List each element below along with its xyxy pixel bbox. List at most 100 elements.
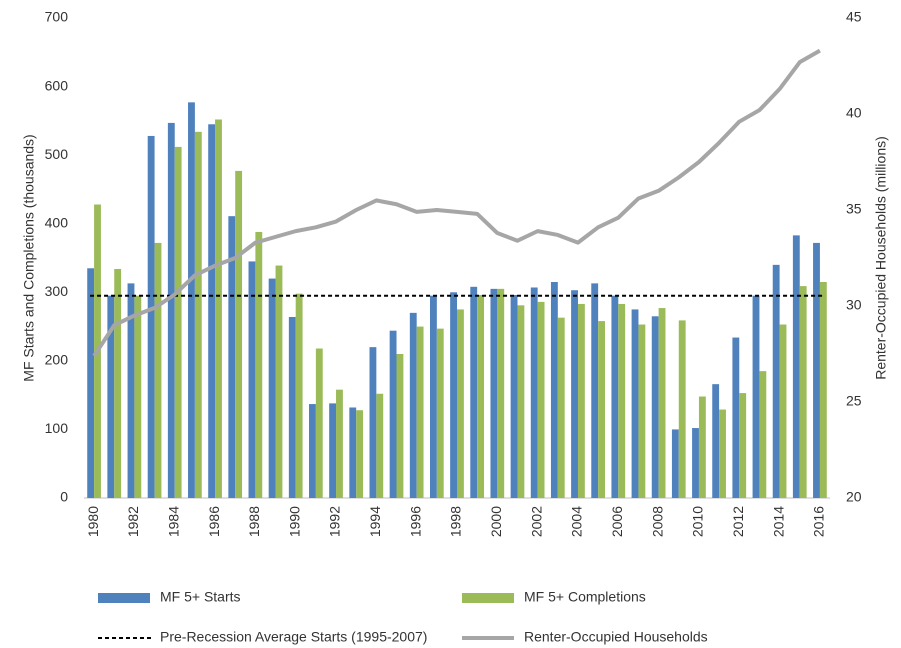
bar [772,264,780,498]
bar [618,303,626,498]
bar [288,316,296,498]
bar [792,235,800,498]
bar [759,371,767,498]
legend-swatch [98,593,150,603]
bar [530,287,538,498]
bar [550,282,558,498]
bar [309,404,316,498]
bar [799,286,807,498]
y2-tick-label: 20 [846,489,862,505]
bar [134,295,142,498]
bar [107,295,115,498]
legend-swatch [462,593,514,603]
x-tick-label: 1980 [85,506,101,537]
bar [215,119,222,498]
bar [671,429,679,498]
y2-axis-title: Renter-Occupied Households (millions) [873,136,889,380]
x-tick-label: 2010 [690,506,706,537]
bar [712,384,720,498]
x-tick-label: 1990 [286,506,302,537]
bar [719,409,726,498]
y-tick-label: 0 [60,489,68,505]
bar [631,309,639,498]
y-tick-label: 700 [45,9,69,25]
bar [127,283,135,498]
bar [167,122,175,499]
x-tick-label: 2000 [488,506,504,537]
bar [356,410,364,498]
bar [376,393,384,498]
bar [732,337,740,498]
bar [255,231,263,498]
y2-tick-label: 35 [846,201,862,217]
y-tick-label: 600 [45,77,69,93]
bar [477,295,485,498]
x-tick-label: 2004 [569,506,585,537]
x-tick-label: 1982 [125,506,141,537]
bar [389,330,397,498]
bar [235,170,243,498]
x-tick-label: 1988 [246,506,262,537]
y2-tick-label: 45 [846,9,862,25]
bar [336,389,343,498]
bar [248,261,256,498]
bar [490,288,498,498]
bar [114,268,122,498]
x-tick-label: 2016 [811,506,827,537]
bar [369,347,377,498]
bar [174,146,182,498]
bar [470,286,478,498]
bar [194,131,202,499]
bar [819,282,827,498]
bar [396,354,404,498]
y2-tick-label: 40 [846,105,862,121]
bar [436,328,444,498]
bar [228,216,236,498]
bar [349,407,357,498]
x-tick-label: 2008 [649,506,665,537]
bar [517,305,525,498]
x-tick-label: 1992 [327,506,343,537]
bar [557,317,565,498]
bar [329,403,337,498]
bar [813,242,820,498]
bar [692,428,699,498]
x-tick-label: 1998 [448,506,464,537]
y-tick-label: 300 [45,283,69,299]
bar [147,135,155,498]
bar [678,320,686,498]
y-tick-label: 100 [45,420,69,436]
bar [154,242,162,498]
bar [651,316,659,498]
bar [752,295,760,498]
bar [429,295,437,498]
bar [779,324,787,498]
bar [208,124,216,499]
bar [571,290,578,498]
bar [450,292,457,498]
bar [591,283,599,498]
bar [638,324,646,498]
bar [268,278,276,498]
x-tick-label: 1994 [367,506,383,537]
line-series [92,48,821,358]
x-tick-label: 2006 [609,506,625,537]
bar [315,348,323,498]
y2-tick-label: 25 [846,393,862,409]
bar [188,102,195,498]
legend-label: MF 5+ Starts [160,589,241,605]
bar [295,293,303,498]
x-tick-label: 2002 [528,506,544,537]
y2-tick-label: 30 [846,297,862,313]
y-tick-label: 500 [45,146,69,162]
bar [598,321,605,498]
y-tick-label: 400 [45,214,69,230]
bar [537,301,545,498]
x-tick-label: 1984 [165,506,181,537]
x-tick-label: 1986 [206,506,222,537]
bar [577,303,585,498]
bar [87,268,95,498]
bar [457,309,464,498]
x-tick-label: 2012 [730,506,746,537]
